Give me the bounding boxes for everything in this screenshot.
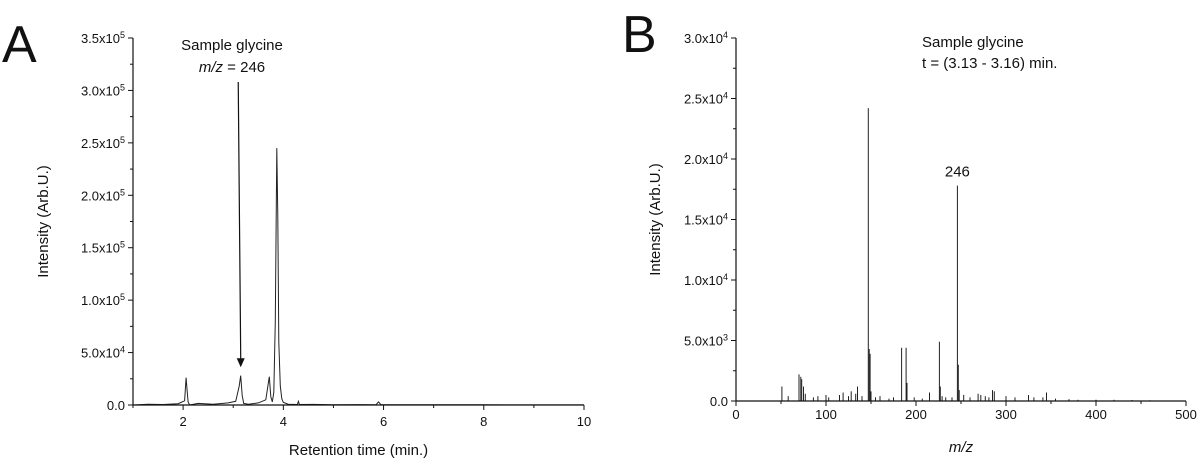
y-tick-label: 0.0 [107,398,125,413]
annotation-sample-glycine: Sample glycine [922,34,1024,51]
y-tick-label: 2.5x105 [81,135,125,151]
y-tick-label: 1.5x105 [81,240,125,256]
y-tick-label: 3.5x105 [81,30,125,46]
y-tick-label: 3.0x104 [684,30,728,46]
x-tick-label: 0 [732,407,739,422]
y-tick-label: 3.0x105 [81,82,125,98]
x-tick-label: 2 [179,414,186,429]
annotation-mz-246: m/z = 246 [199,59,265,76]
x-tick-label: 100 [815,407,837,422]
y-tick-label: 5.0x104 [81,345,125,361]
panel-letter-b: B [622,6,657,64]
x-axis-title: Retention time (min.) [289,442,428,459]
x-tick-label: 6 [380,414,387,429]
annotation-sample-glycine: Sample glycine [181,37,283,54]
x-tick-label: 500 [1175,407,1197,422]
y-axis-title: Intensity (Arb.U.) [35,165,52,278]
y-tick-label: 1.0x105 [81,292,125,308]
y-tick-label: 2.5x104 [684,91,728,107]
x-tick-label: 200 [905,407,927,422]
panel-b: B 0 100 200 300 400 500 0.0 5.0x103 1.0x104 1.5x10… [622,6,1197,456]
chromatogram-trace [132,148,584,406]
y-axis-title: Intensity (Arb.U.) [647,163,664,276]
x-axis-title: m/z [949,439,974,456]
y-tick-label: 0.0 [710,394,728,409]
x-tick-label: 8 [480,414,487,429]
panel-a: A 2 4 6 8 10 0.0 5.0x104 1.0x105 1.5x105 2.0x105 2.… [2,16,591,459]
y-tick-label: 2.0x104 [684,151,728,167]
y-tick-label: 1.0x104 [684,272,728,288]
arrow-shaft [237,82,242,361]
y-tick-label: 5.0x103 [684,333,728,349]
peak-label-246: 246 [945,164,970,181]
x-tick-label: 10 [577,414,591,429]
y-tick-label: 2.0x105 [81,187,125,203]
x-tick-label: 300 [995,407,1017,422]
annotation-time-window: t = (3.13 - 3.16) min. [922,55,1057,72]
x-tick-label: 4 [280,414,287,429]
x-tick-label: 400 [1085,407,1107,422]
panel-letter-a: A [2,16,37,74]
arrow-head [236,358,245,368]
y-tick-label: 1.5x104 [684,212,728,228]
